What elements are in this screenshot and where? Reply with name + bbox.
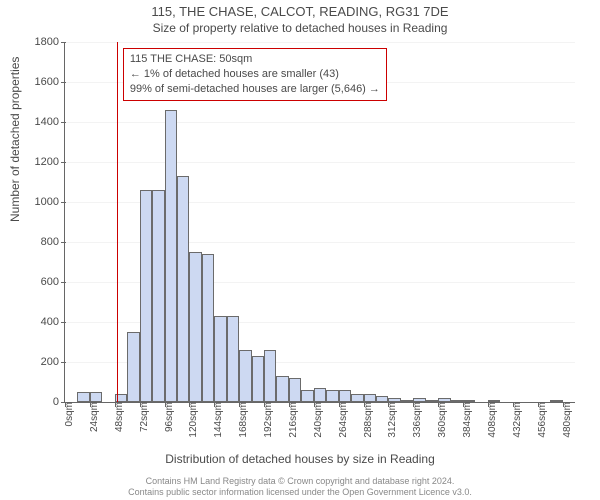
gridline: [65, 122, 575, 123]
x-tick-label: 192sqm: [258, 402, 274, 438]
histogram-bar: [289, 378, 301, 402]
histogram-bar: [301, 390, 313, 402]
annotation-box: 115 THE CHASE: 50sqm← 1% of detached hou…: [123, 48, 387, 101]
histogram-bar: [426, 400, 438, 402]
histogram-bar: [451, 400, 463, 402]
x-tick-label: 240sqm: [308, 402, 324, 438]
histogram-bar: [388, 398, 400, 402]
chart-container: 115, THE CHASE, CALCOT, READING, RG31 7D…: [0, 0, 600, 500]
gridline: [65, 42, 575, 43]
x-tick-label: 24sqm: [84, 402, 100, 432]
x-tick-label: 288sqm: [358, 402, 374, 438]
histogram-bar: [127, 332, 139, 402]
histogram-bar: [463, 400, 475, 402]
histogram-bar: [177, 176, 189, 402]
histogram-bar: [339, 390, 351, 402]
y-tick-label: 1200: [35, 156, 65, 168]
y-tick-label: 1600: [35, 76, 65, 88]
y-tick-label: 1800: [35, 36, 65, 48]
footer-line: Contains HM Land Registry data © Crown c…: [0, 476, 600, 487]
x-tick-label: 120sqm: [183, 402, 199, 438]
histogram-bar: [326, 390, 338, 402]
annotation-line: 115 THE CHASE: 50sqm: [130, 52, 380, 67]
y-tick-label: 400: [41, 316, 65, 328]
x-tick-label: 216sqm: [283, 402, 299, 438]
histogram-bar: [314, 388, 326, 402]
histogram-bar: [227, 316, 239, 402]
x-tick-label: 0sqm: [59, 402, 75, 426]
x-tick-label: 336sqm: [407, 402, 423, 438]
histogram-bar: [276, 376, 288, 402]
histogram-bar: [77, 392, 89, 402]
x-tick-label: 48sqm: [109, 402, 125, 432]
chart-title: 115, THE CHASE, CALCOT, READING, RG31 7D…: [0, 4, 600, 19]
gridline: [65, 162, 575, 163]
property-marker-line: [117, 42, 118, 402]
x-tick-label: 168sqm: [233, 402, 249, 438]
y-tick-label: 200: [41, 356, 65, 368]
y-axis-label: Number of detached properties: [8, 57, 22, 222]
histogram-bar: [152, 190, 164, 402]
y-tick-label: 1000: [35, 196, 65, 208]
histogram-bar: [140, 190, 152, 402]
histogram-bar: [264, 350, 276, 402]
x-tick-label: 264sqm: [333, 402, 349, 438]
x-tick-label: 480sqm: [557, 402, 573, 438]
x-tick-label: 384sqm: [457, 402, 473, 438]
footer-attribution: Contains HM Land Registry data © Crown c…: [0, 476, 600, 498]
histogram-bar: [90, 392, 102, 402]
x-tick-label: 456sqm: [532, 402, 548, 438]
x-tick-label: 360sqm: [432, 402, 448, 438]
histogram-bar: [189, 252, 201, 402]
histogram-bar: [351, 394, 363, 402]
histogram-bar: [202, 254, 214, 402]
footer-line: Contains public sector information licen…: [0, 487, 600, 498]
y-tick-label: 600: [41, 276, 65, 288]
x-tick-label: 312sqm: [382, 402, 398, 438]
x-tick-label: 144sqm: [208, 402, 224, 438]
histogram-bar: [488, 400, 500, 402]
y-tick-label: 1400: [35, 116, 65, 128]
histogram-bar: [364, 394, 376, 402]
x-axis-label: Distribution of detached houses by size …: [0, 452, 600, 466]
plot-area: 0200400600800100012001400160018000sqm24s…: [64, 42, 575, 403]
x-tick-label: 96sqm: [159, 402, 175, 432]
annotation-line: ← 1% of detached houses are smaller (43): [130, 67, 380, 82]
x-tick-label: 432sqm: [507, 402, 523, 438]
x-tick-label: 72sqm: [134, 402, 150, 432]
histogram-bar: [165, 110, 177, 402]
chart-subtitle: Size of property relative to detached ho…: [0, 21, 600, 35]
histogram-bar: [239, 350, 251, 402]
histogram-bar: [252, 356, 264, 402]
y-tick-label: 800: [41, 236, 65, 248]
histogram-bar: [401, 400, 413, 402]
histogram-bar: [550, 400, 562, 402]
histogram-bar: [376, 396, 388, 402]
annotation-line: 99% of semi-detached houses are larger (…: [130, 82, 380, 97]
histogram-bar: [413, 398, 425, 402]
histogram-bar: [438, 398, 450, 402]
histogram-bar: [214, 316, 226, 402]
x-tick-label: 408sqm: [482, 402, 498, 438]
